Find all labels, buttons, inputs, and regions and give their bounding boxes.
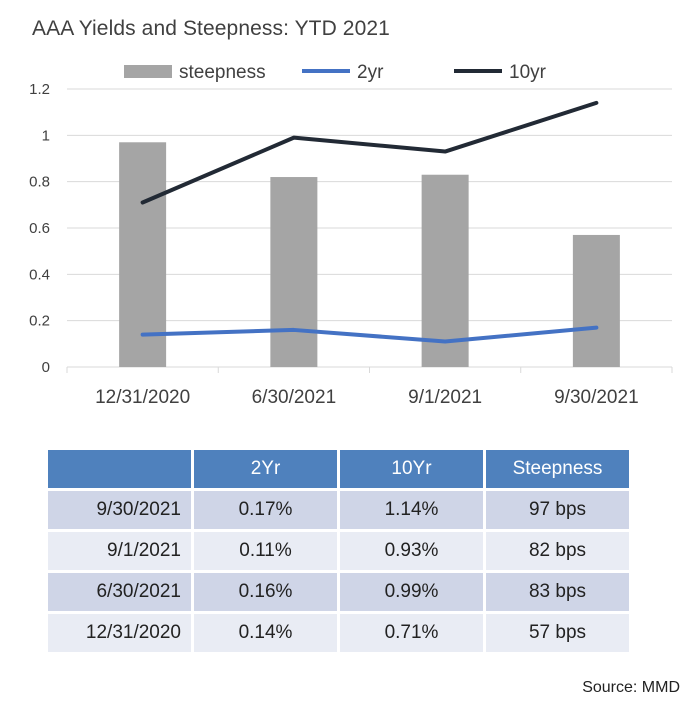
table-cell: 83 bps [486,573,629,611]
x-tick-label: 9/30/2021 [554,387,639,408]
table-cell-date: 9/30/2021 [48,491,191,529]
source-note: Source: MMD [582,679,680,696]
steepness-bars [119,142,620,367]
table-cell: 1.14% [340,491,483,529]
y-tick-label: 0.6 [29,220,50,237]
y-tick-label: 0.4 [29,266,50,283]
legend-label-2yr: 2yr [357,62,384,83]
table-cell: 0.14% [194,614,337,652]
chart-canvas: 0 0.2 0.4 0.6 0.8 1 1.2 12/31/2020 6/30/2021 9/1… [29,62,673,408]
table-row: 9/1/2021 0.11% 0.93% 82 bps [48,532,629,570]
table-cell: 97 bps [486,491,629,529]
yield-lines [140,100,599,344]
y-tick-label: 1.2 [29,81,50,98]
table-row: 12/31/2020 0.14% 0.71% 57 bps [48,614,629,652]
y-tick-label: 1 [42,127,50,144]
table-cell-date: 12/31/2020 [48,614,191,652]
table-header-row: 2Yr 10Yr Steepness [48,450,629,488]
table-cell: 0.17% [194,491,337,529]
steepness-bar [421,174,469,367]
legend-label-10yr: 10yr [509,62,547,83]
table-cell: 0.71% [340,614,483,652]
table-cell-date: 9/1/2021 [48,532,191,570]
table-cell-date: 6/30/2021 [48,573,191,611]
gridlines [66,88,673,373]
steepness-bar [119,142,167,367]
table-header-cell: Steepness [486,450,629,488]
x-axis-ticks: 12/31/2020 6/30/2021 9/1/2021 9/30/2021 [95,387,639,408]
chart-legend: steepness 2yr 10yr [124,62,547,83]
y-tick-label: 0 [42,359,50,376]
table-header-cell: 10Yr [340,450,483,488]
series-line-2yr [140,325,599,344]
table-cell: 0.93% [340,532,483,570]
table-header-cell [48,450,191,488]
x-tick-label: 6/30/2021 [252,387,337,408]
y-axis-ticks: 0 0.2 0.4 0.6 0.8 1 1.2 [29,81,50,376]
steepness-bar [572,234,620,367]
y-tick-label: 0.2 [29,313,50,330]
x-tick-label: 9/1/2021 [408,387,482,408]
yields-table: 2Yr 10Yr Steepness 9/30/2021 0.17% 1.14%… [45,447,632,655]
table-row: 6/30/2021 0.16% 0.99% 83 bps [48,573,629,611]
table-cell: 57 bps [486,614,629,652]
chart-title: AAA Yields and Steepness: YTD 2021 [32,17,390,40]
table-cell: 0.99% [340,573,483,611]
steepness-bar [270,177,318,367]
table-cell: 0.11% [194,532,337,570]
series-line-10yr [140,100,599,205]
y-tick-label: 0.8 [29,174,50,191]
legend-label-steepness: steepness [179,62,266,83]
x-tick-label: 12/31/2020 [95,387,190,408]
table-header-cell: 2Yr [194,450,337,488]
legend-swatch-steepness [124,65,172,78]
table-cell: 0.16% [194,573,337,611]
table-cell: 82 bps [486,532,629,570]
table-row: 9/30/2021 0.17% 1.14% 97 bps [48,491,629,529]
